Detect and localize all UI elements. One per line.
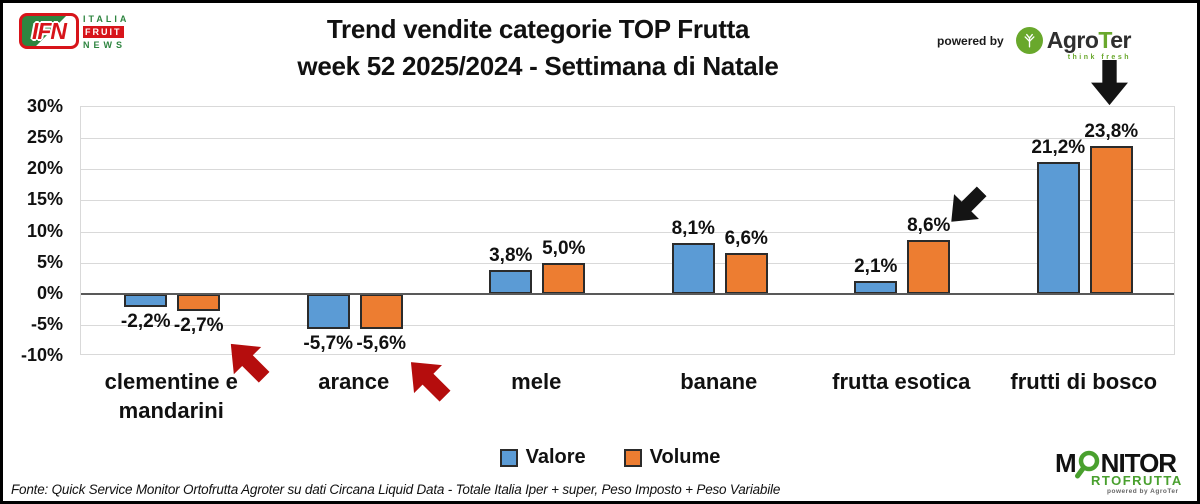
powered-by-group: powered by AgroTer think fresh: [937, 27, 1132, 61]
y-tick-label: 0%: [36, 282, 63, 303]
data-label-volume-banane: 6,6%: [724, 227, 768, 249]
ifn-word-fruit: FRUIT: [83, 26, 124, 38]
plot-area: -2,2% -2,7% -5,7% -5,6% 3,8% 5,0% 8,1% 6,6% 2,1%…: [80, 106, 1175, 355]
bar-volume-frutta-esotica: [907, 240, 951, 294]
magnifier-icon: [1074, 450, 1102, 480]
agroter-tree-icon: [1015, 27, 1043, 54]
y-tick-label: 5%: [36, 251, 63, 272]
ifn-acronym: IFN: [31, 17, 67, 44]
category-label-mele: mele: [511, 369, 562, 394]
data-label-volume-arance: -5,6%: [356, 332, 407, 354]
monitor-wordmark-line1: M NITOR: [1055, 448, 1177, 479]
ifn-word-italia: ITALIA: [83, 14, 130, 24]
arrow-annotation-up-left: [215, 328, 280, 393]
ifn-word-news: NEWS: [83, 40, 126, 50]
bar-valore-frutti-di-bosco: [1036, 161, 1080, 294]
category-label-arance: arance: [318, 369, 390, 394]
chart-title-line2: week 52 2025/2024 - Settimana di Natale: [297, 51, 779, 81]
agroter-wordmark: AgroTer: [1046, 27, 1132, 53]
gridline: [81, 169, 1174, 171]
gridline: [81, 262, 1174, 264]
bar-valore-frutta-esotica: [854, 280, 898, 294]
x-axis-category-labels: clementine e mandarini arance mele banane fr…: [80, 367, 1175, 425]
y-tick-label: 25%: [26, 127, 63, 148]
data-label-valore-banane: 8,1%: [671, 218, 715, 240]
monitor-wordmark-line2: RTOFRUTTA: [1091, 473, 1183, 488]
gridline: [81, 231, 1174, 233]
data-label-valore-clementine-e-mandarini: -2,2%: [120, 311, 171, 333]
y-axis: 30% 25% 20% 15% 10% 5% 0% -5% -10%: [3, 96, 71, 365]
legend-item-volume: Volume: [623, 446, 721, 469]
bar-volume-banane: [724, 252, 768, 294]
category-label-banane: banane: [680, 369, 758, 394]
source-note: Fonte: Quick Service Monitor Ortofrutta …: [11, 482, 781, 497]
arrow-annotation-up-left: [395, 346, 462, 413]
legend-label-valore: Valore: [525, 446, 586, 468]
monitor-ortofrutta-logo: M NITOR RTOFRUTTA powered by AgroTer: [1055, 450, 1187, 496]
data-label-volume-frutti-di-bosco: 23,8%: [1084, 120, 1139, 142]
agroter-tagline: think fresh: [1067, 54, 1131, 61]
bar-valore-mele: [489, 270, 533, 294]
y-tick-label: 10%: [26, 220, 63, 241]
chart-legend: Valore Volume: [80, 446, 1140, 469]
bar-volume-clementine-e-mandarini: [177, 293, 221, 311]
category-label-frutta-esotica: frutta esotica: [832, 369, 971, 394]
data-label-volume-mele: 5,0%: [542, 237, 586, 259]
chart-title: Trend vendite categorie TOP Frutta week …: [133, 11, 943, 85]
data-label-valore-mele: 3,8%: [489, 245, 533, 267]
ifn-logo-box: IFN: [19, 13, 79, 49]
ifn-logo: IFN ITALIA FRUIT NEWS: [19, 13, 129, 50]
zero-axis-line: [81, 292, 1174, 295]
category-label-clementine-e-mandarini: clementine e mandarini: [104, 369, 238, 423]
y-tick-label: -10%: [20, 345, 63, 365]
category-label-frutti-di-bosco: frutti di bosco: [1010, 369, 1158, 394]
powered-by-label: powered by: [937, 33, 1004, 48]
data-label-valore-arance: -5,7%: [303, 333, 354, 355]
gridline: [81, 324, 1174, 326]
bar-volume-mele: [542, 262, 586, 294]
ifn-logo-text: ITALIA FRUIT NEWS: [83, 13, 129, 50]
y-tick-label: -5%: [30, 313, 63, 334]
bar-valore-banane: [671, 243, 715, 294]
chart-title-line1: Trend vendite categorie TOP Frutta: [326, 14, 750, 44]
y-tick-label: 15%: [26, 189, 63, 210]
bar-valore-clementine-e-mandarini: [124, 293, 168, 308]
legend-item-valore: Valore: [499, 446, 586, 469]
gridline: [81, 200, 1174, 202]
legend-swatch-valore: [499, 448, 518, 467]
gridline: [81, 138, 1174, 140]
y-tick-label: 20%: [26, 158, 63, 179]
y-tick-label: 30%: [26, 96, 63, 116]
data-label-volume-clementine-e-mandarini: -2,7%: [173, 314, 224, 336]
legend-label-volume: Volume: [649, 446, 721, 468]
data-label-volume-frutta-esotica: 8,6%: [907, 215, 951, 237]
legend-swatch-volume: [623, 448, 642, 467]
agroter-logo: AgroTer think fresh: [1015, 27, 1132, 61]
monitor-powered-by: powered by AgroTer: [1107, 488, 1179, 495]
arrow-annotation-down-left: [937, 177, 996, 236]
bar-volume-frutti-di-bosco: [1089, 145, 1133, 294]
bar-volume-arance: [359, 293, 403, 329]
data-label-valore-frutti-di-bosco: 21,2%: [1031, 136, 1086, 158]
data-label-valore-frutta-esotica: 2,1%: [854, 255, 898, 277]
arrow-annotation-down: [1088, 60, 1131, 106]
bar-valore-arance: [306, 293, 350, 330]
